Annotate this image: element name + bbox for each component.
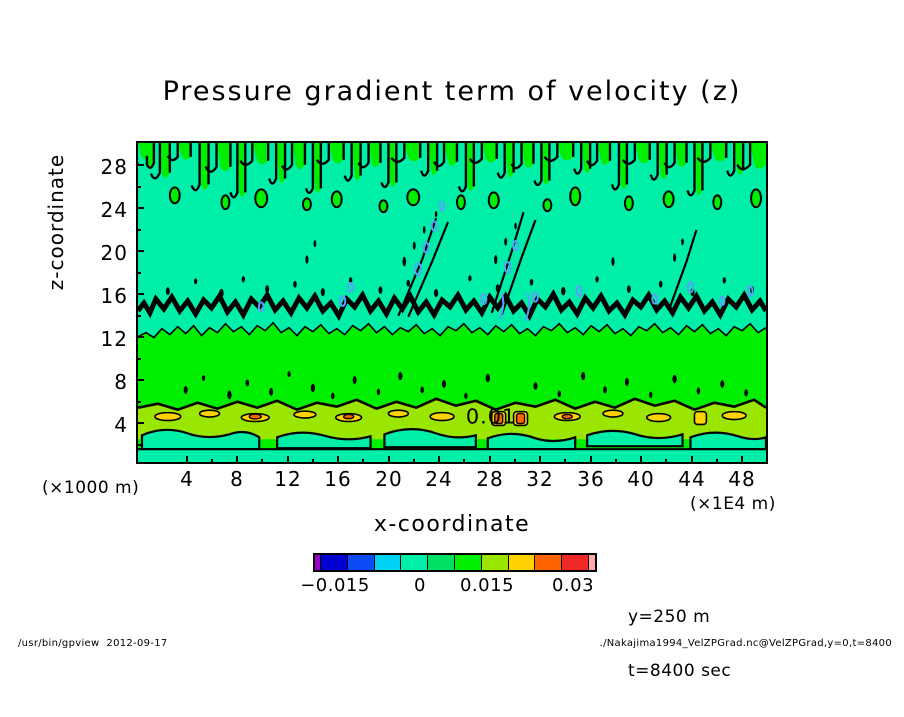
colorbar <box>313 553 597 572</box>
x-tick-label-32: 32 <box>526 467 554 491</box>
colorbar-segment-2 <box>347 555 375 570</box>
colorbar-segment-4 <box>401 555 429 570</box>
contour-label: 0.01 <box>466 405 516 429</box>
y-tick-label-24: 24 <box>100 198 128 222</box>
x-tick-label-20: 20 <box>375 467 403 491</box>
colorbar-segment-0 <box>315 555 321 570</box>
gpview-plot-window: Pressure gradient term of velocity (z) <box>18 76 892 680</box>
x-tick-label-40: 40 <box>627 467 655 491</box>
page-title: Pressure gradient term of velocity (z) <box>162 76 742 107</box>
colorbar-segment-3 <box>374 555 402 570</box>
colorbar-label-0015: 0.015 <box>459 575 515 596</box>
y-tick-label-4: 4 <box>114 413 128 437</box>
y-tick-label-12: 12 <box>100 327 128 351</box>
x-tick-label-12: 12 <box>274 467 302 491</box>
x-tick-label-28: 28 <box>476 467 504 491</box>
x-tick-label-44: 44 <box>678 467 706 491</box>
y-tick-label-20: 20 <box>100 241 128 265</box>
y-tick-label-8: 8 <box>114 370 128 394</box>
x-tick-label-48: 48 <box>728 467 756 491</box>
plot-area: 0.01 <box>136 141 768 464</box>
x-tick-label-36: 36 <box>577 467 605 491</box>
annotation-time: t=8400 sec <box>628 661 732 681</box>
x-tick-label-8: 8 <box>230 467 244 491</box>
colorbar-label-0: 0 <box>414 575 426 596</box>
x-tick-label-16: 16 <box>324 467 352 491</box>
colorbar-segment-1 <box>321 555 348 570</box>
colorbar-label-003: 0.03 <box>551 575 595 596</box>
colorbar-segment-5 <box>428 555 455 570</box>
x-tick-label-4: 4 <box>180 467 194 491</box>
y-axis-unit: (×1000 m) <box>42 478 140 498</box>
y-axis-title: z-coordinate <box>44 153 68 291</box>
x-axis-title: x-coordinate <box>373 512 531 537</box>
x-tick-label-24: 24 <box>425 467 453 491</box>
colorbar-segment-8 <box>508 555 536 570</box>
colorbar-segment-10 <box>562 555 589 570</box>
colorbar-segment-6 <box>454 555 482 570</box>
colorbar-segment-9 <box>535 555 563 570</box>
contour-field: 0.01 <box>138 143 766 462</box>
y-tick-label-16: 16 <box>100 284 128 308</box>
colorbar-tick-labels: −0.015 0 0.015 0.03 <box>290 575 620 597</box>
x-axis-unit: (×1E4 m) <box>690 494 776 514</box>
colorbar-segment-7 <box>481 555 509 570</box>
y-tick-label-28: 28 <box>100 155 128 179</box>
footer-command: /usr/bin/gpview 2012-09-17 <box>18 638 168 649</box>
colorbar-label-neg0015: −0.015 <box>300 575 370 596</box>
colorbar-segment-11 <box>588 555 595 570</box>
footer-source: ./Nakajima1994_VelZPGrad.nc@VelZPGrad,y=… <box>599 638 892 649</box>
annotation-y-slice: y=250 m <box>628 607 711 627</box>
